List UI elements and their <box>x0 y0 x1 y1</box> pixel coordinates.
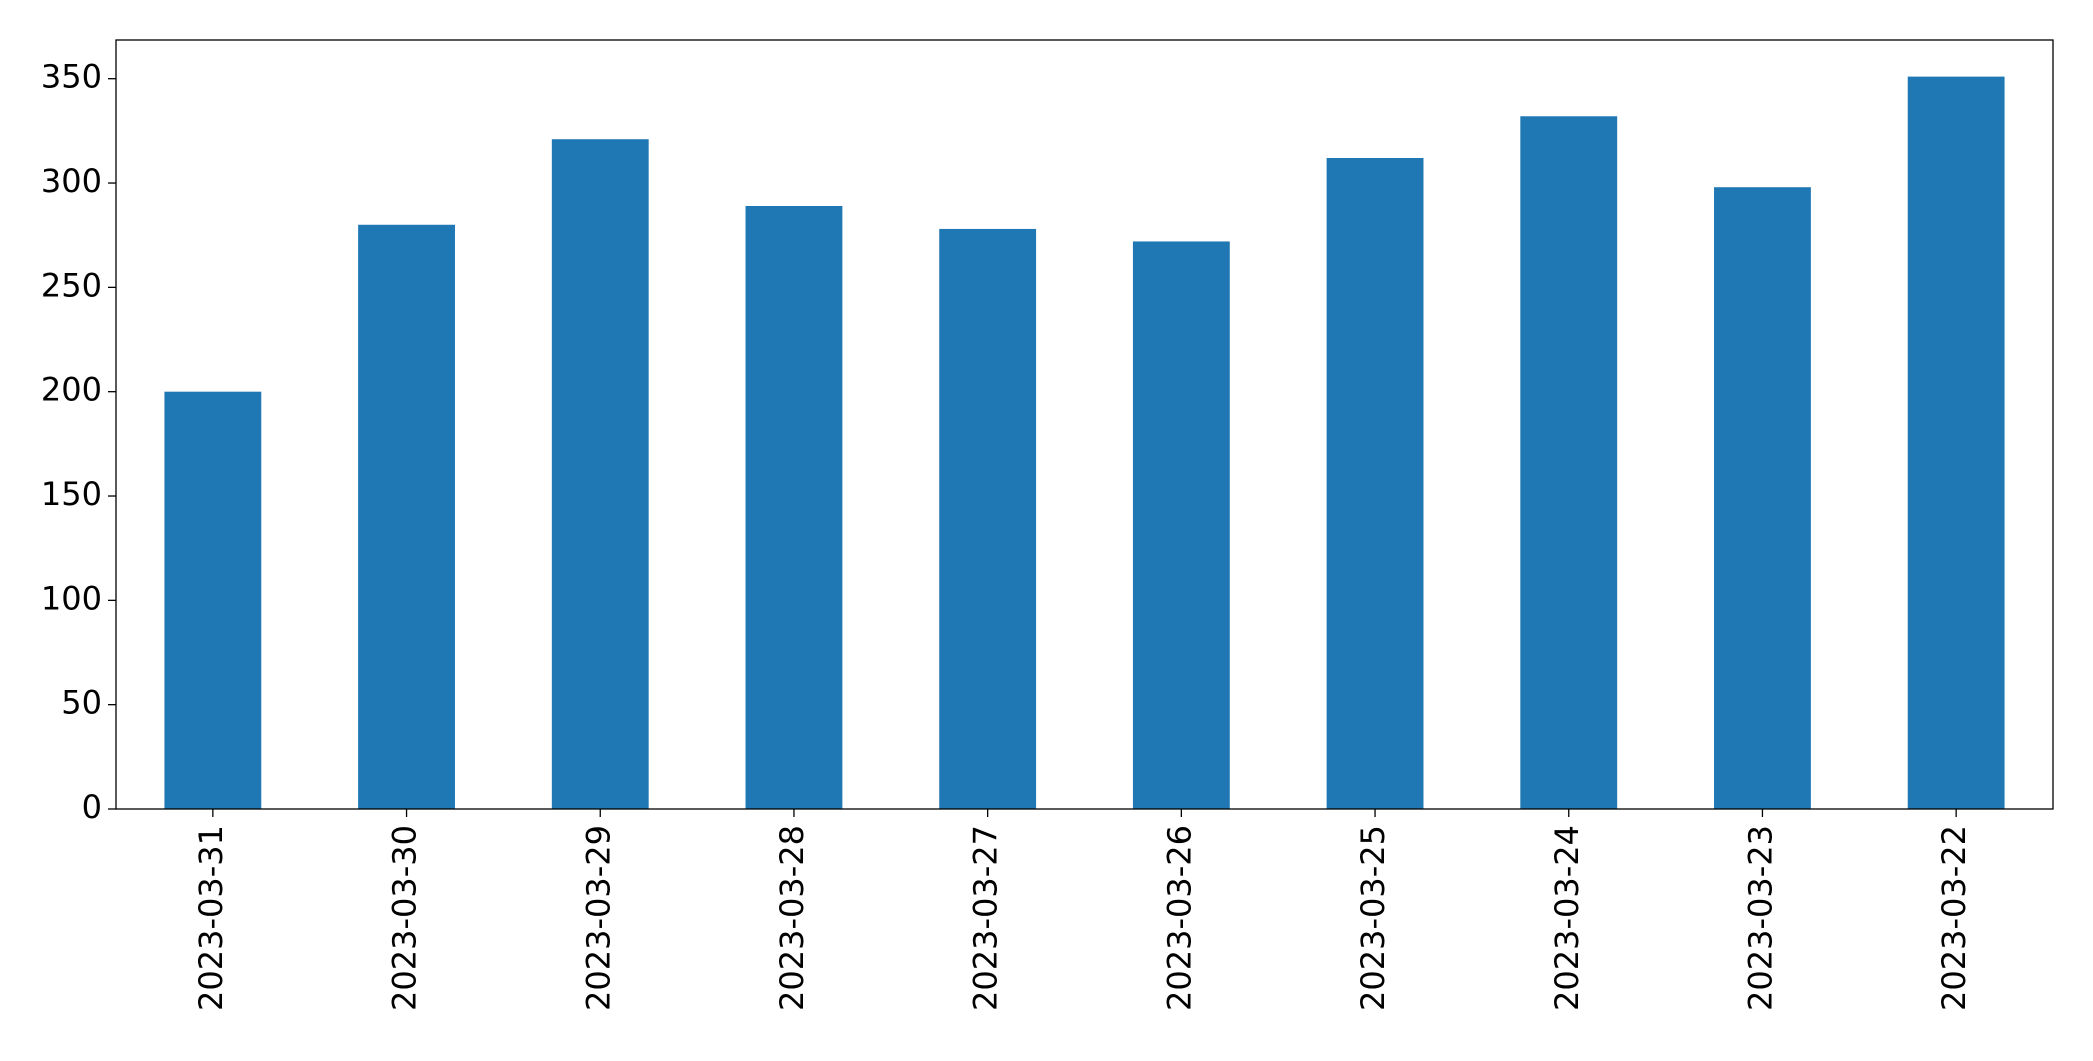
x-tick-label: 2023-03-26 <box>1160 825 1198 1011</box>
bar <box>358 224 455 810</box>
x-tick-label: 2023-03-23 <box>1741 825 1779 1011</box>
bar <box>1714 187 1811 809</box>
y-tick-label: 0 <box>82 788 102 826</box>
y-tick-label: 300 <box>41 162 102 200</box>
x-tick-label: 2023-03-24 <box>1548 825 1586 1011</box>
bar <box>745 205 843 810</box>
bar <box>1132 241 1230 810</box>
bar <box>1520 116 1618 809</box>
y-tick-label: 50 <box>61 684 102 722</box>
y-tick-label: 100 <box>41 579 102 617</box>
y-tick-label: 350 <box>41 58 102 96</box>
x-tick-label: 2023-03-27 <box>967 825 1005 1011</box>
x-tick-label: 2023-03-22 <box>1935 825 1973 1011</box>
x-tick-label: 2023-03-30 <box>386 825 424 1011</box>
x-tick-label: 2023-03-29 <box>579 825 617 1011</box>
bar <box>939 228 1037 809</box>
bar <box>164 391 262 809</box>
y-tick-label: 250 <box>41 266 102 304</box>
x-tick-label: 2023-03-31 <box>192 825 230 1011</box>
x-tick-label: 2023-03-25 <box>1354 825 1392 1011</box>
bar <box>1326 157 1424 810</box>
x-tick-label: 2023-03-28 <box>773 825 811 1011</box>
bar <box>1907 76 2005 810</box>
bar <box>551 139 649 810</box>
y-tick-label: 150 <box>41 475 102 513</box>
axes-frame <box>115 39 2054 810</box>
y-tick-label: 200 <box>41 371 102 409</box>
